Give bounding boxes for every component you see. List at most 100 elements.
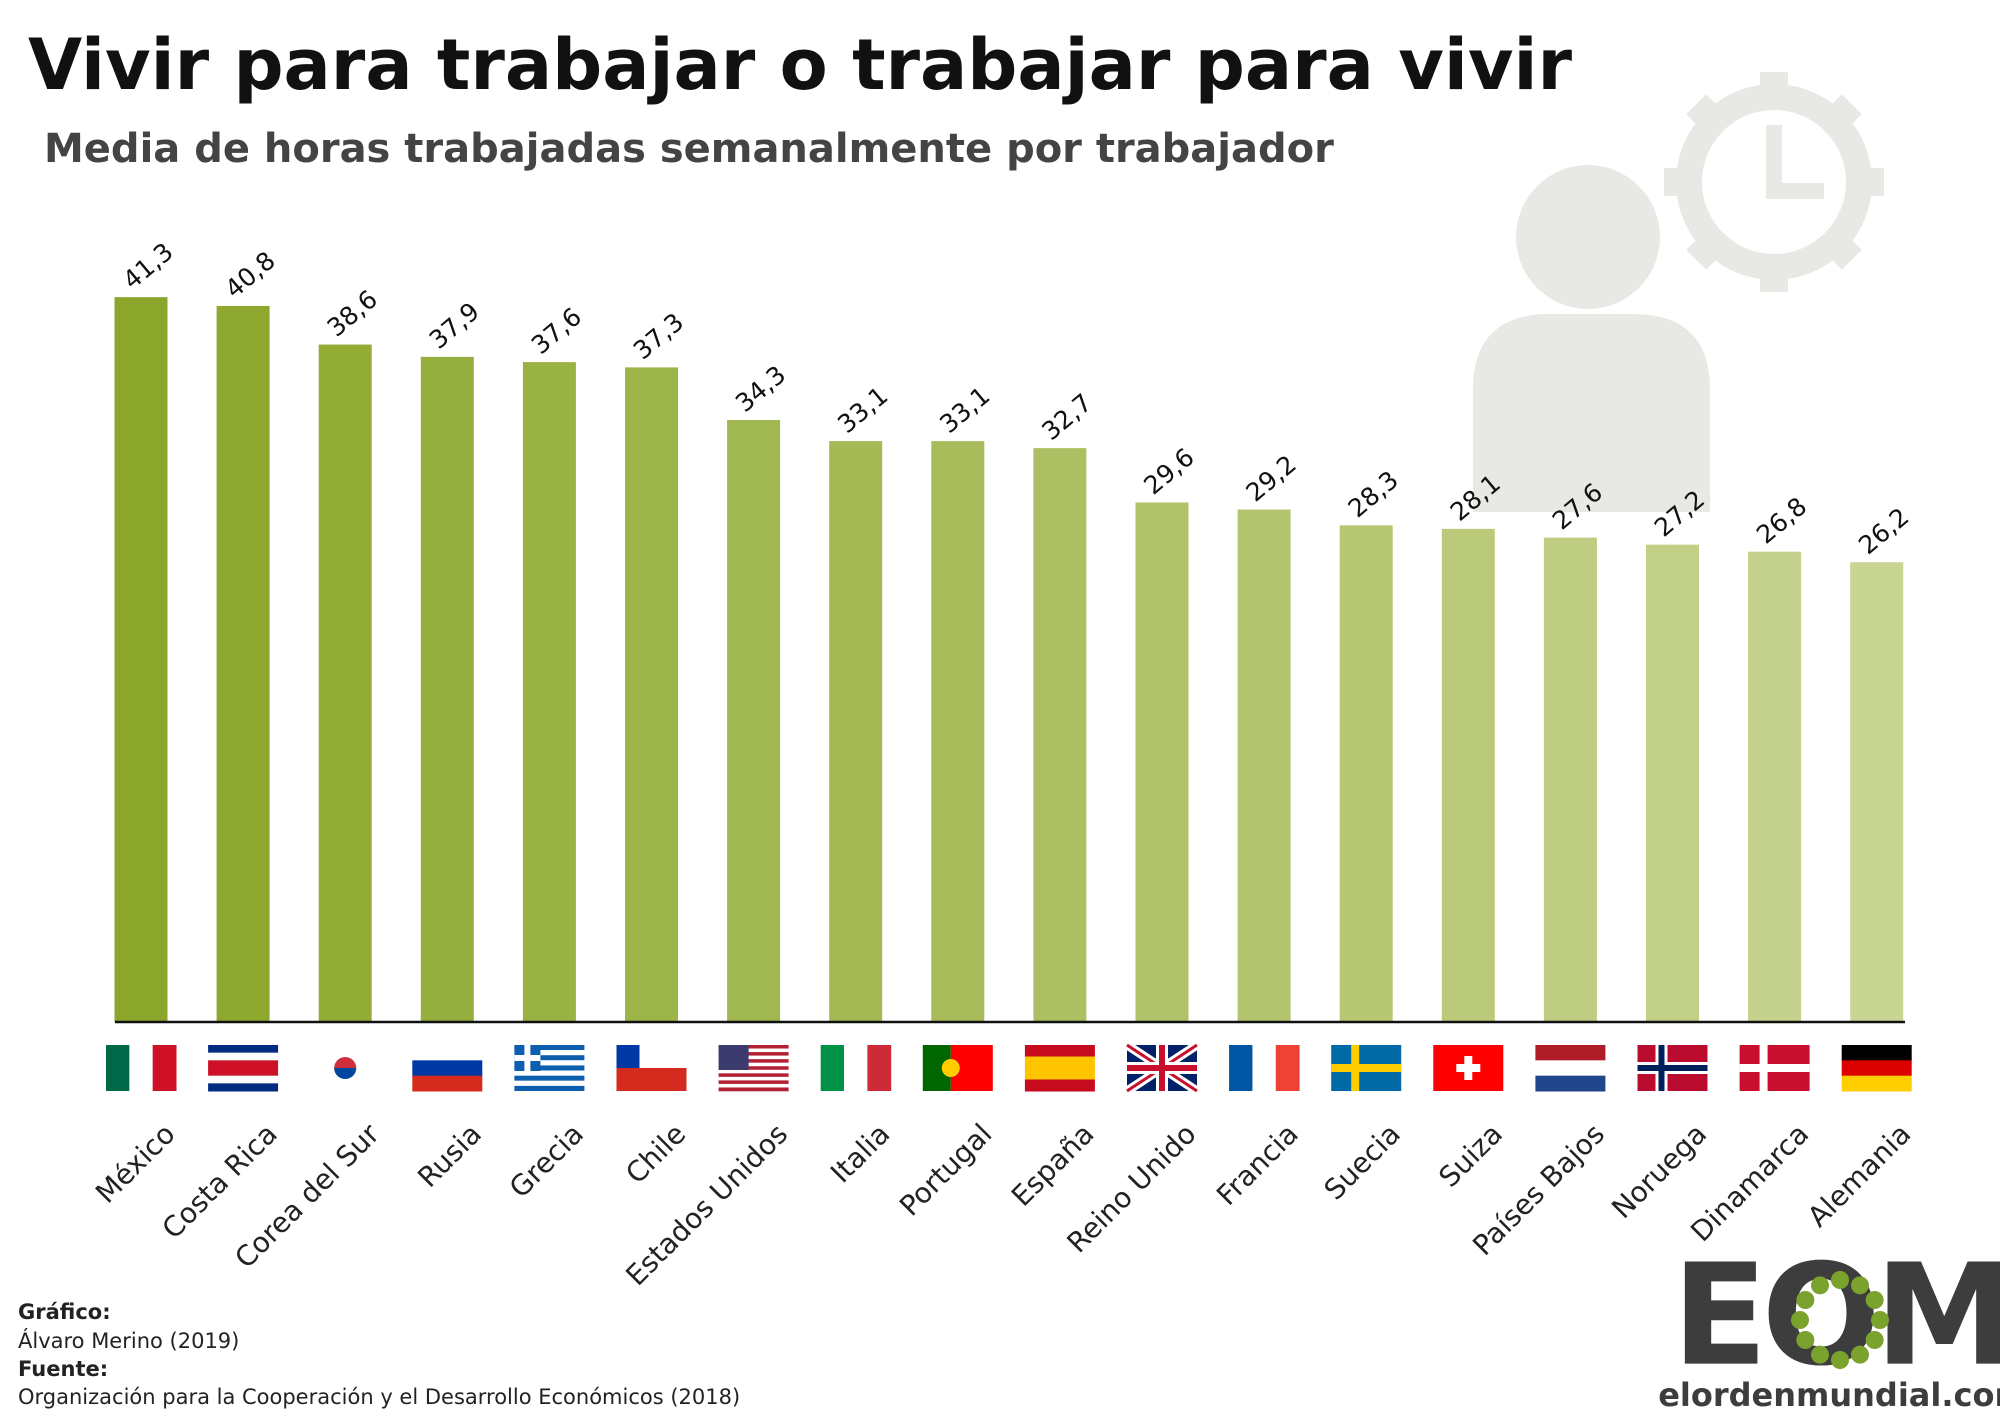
flag-part bbox=[1331, 1064, 1402, 1072]
flag-part bbox=[718, 1048, 789, 1053]
x-tick-label: Suecia bbox=[1318, 1117, 1407, 1206]
flag-part bbox=[718, 1069, 789, 1074]
flag bbox=[1229, 1045, 1300, 1091]
flag-part bbox=[1535, 1075, 1606, 1092]
flag-part bbox=[514, 1055, 585, 1061]
bar bbox=[216, 305, 270, 1023]
flag-part bbox=[514, 1075, 585, 1081]
logo-dot bbox=[1791, 1311, 1809, 1329]
flag-part bbox=[1229, 1045, 1253, 1091]
flag-part bbox=[1841, 1045, 1912, 1061]
x-tick-label: Portugal bbox=[893, 1117, 998, 1222]
credit-label: Gráfico: bbox=[18, 1300, 111, 1324]
bar bbox=[1748, 551, 1802, 1022]
flag bbox=[106, 1045, 177, 1091]
flag-part bbox=[718, 1076, 789, 1081]
chart-subtitle: Media de horas trabajadas semanalmente p… bbox=[44, 126, 1334, 172]
value-label: 41,3 bbox=[117, 237, 178, 295]
flag-part bbox=[718, 1080, 789, 1085]
flag-part bbox=[820, 1045, 845, 1091]
x-tick-label: Noruega bbox=[1605, 1117, 1713, 1225]
value-label: 33,1 bbox=[934, 381, 995, 439]
value-label: 37,9 bbox=[424, 297, 485, 355]
x-tick-label: Grecia bbox=[503, 1117, 590, 1204]
flag-part bbox=[208, 1052, 279, 1061]
value-label: 38,6 bbox=[322, 284, 383, 342]
flag-part bbox=[514, 1085, 585, 1091]
flag bbox=[616, 1045, 687, 1091]
logo-mark: EOM bbox=[1672, 1235, 2000, 1398]
logo-dot bbox=[1796, 1331, 1815, 1349]
flag-part bbox=[1024, 1079, 1095, 1092]
x-tick-label: Suiza bbox=[1432, 1117, 1508, 1193]
flag-part bbox=[718, 1055, 789, 1060]
bar bbox=[1850, 562, 1904, 1022]
chart-title: Vivir para trabajar o trabajar para vivi… bbox=[28, 24, 1572, 106]
logo-dot bbox=[1796, 1291, 1815, 1309]
flag-part bbox=[718, 1087, 789, 1092]
logo-dot bbox=[1871, 1311, 1889, 1329]
x-tick-label: Alemania bbox=[1801, 1117, 1917, 1233]
x-tick-label: México bbox=[89, 1117, 181, 1209]
bar bbox=[829, 441, 883, 1023]
x-tick-label: España bbox=[1005, 1117, 1101, 1213]
flag-part bbox=[514, 1060, 585, 1066]
flag-part bbox=[208, 1075, 279, 1084]
flag-part bbox=[1535, 1045, 1606, 1061]
logo-dot bbox=[1831, 1271, 1849, 1289]
flag-part bbox=[1841, 1075, 1912, 1092]
flag bbox=[1433, 1045, 1504, 1091]
value-label: 34,3 bbox=[730, 360, 791, 418]
value-label: 29,2 bbox=[1240, 449, 1301, 507]
flag-part bbox=[208, 1045, 279, 1054]
flag bbox=[208, 1045, 279, 1092]
flag-part bbox=[718, 1066, 789, 1071]
flag-part bbox=[208, 1068, 279, 1077]
bar bbox=[1646, 544, 1699, 1022]
flag bbox=[1841, 1045, 1912, 1092]
flag-part bbox=[718, 1073, 789, 1078]
flag bbox=[922, 1045, 993, 1091]
value-label: 26,8 bbox=[1751, 492, 1812, 550]
logo-site: elordenmundial.com bbox=[1658, 1376, 2000, 1413]
flag-part bbox=[412, 1045, 483, 1061]
bar bbox=[420, 356, 474, 1023]
flag-part bbox=[514, 1065, 585, 1071]
bar bbox=[1135, 502, 1189, 1022]
flag-part bbox=[1127, 1065, 1197, 1071]
bar bbox=[1441, 528, 1495, 1022]
flag-part bbox=[1252, 1045, 1277, 1091]
bar bbox=[727, 420, 781, 1022]
value-label: 37,3 bbox=[628, 307, 689, 365]
flag bbox=[1739, 1045, 1810, 1091]
flag-part bbox=[718, 1059, 789, 1063]
flag bbox=[1535, 1045, 1606, 1092]
flag-part bbox=[412, 1075, 483, 1092]
background-icon bbox=[1473, 72, 1884, 512]
x-tick-label: Italia bbox=[824, 1117, 896, 1189]
logo-dot bbox=[1811, 1345, 1829, 1364]
flag-part bbox=[514, 1050, 585, 1056]
flag bbox=[1637, 1045, 1708, 1091]
value-label: 37,6 bbox=[526, 302, 587, 360]
x-tick-label: Chile bbox=[619, 1117, 692, 1190]
x-tick-label: Francia bbox=[1210, 1117, 1305, 1212]
flag-part bbox=[514, 1080, 585, 1086]
flag-part bbox=[334, 1068, 357, 1079]
logo-dots bbox=[1791, 1271, 1889, 1369]
bar bbox=[522, 362, 576, 1022]
flag-part bbox=[1024, 1068, 1095, 1080]
x-tick-label: Rusia bbox=[411, 1117, 488, 1194]
value-label: 29,6 bbox=[1138, 442, 1199, 500]
value-label: 32,7 bbox=[1036, 388, 1097, 446]
source: Organización para la Cooperación y el De… bbox=[18, 1385, 740, 1409]
flag-part bbox=[718, 1045, 789, 1049]
flag-part bbox=[1456, 1064, 1481, 1072]
flag-part bbox=[718, 1045, 749, 1070]
flag bbox=[718, 1045, 789, 1092]
flag-part bbox=[152, 1045, 177, 1091]
flag-part bbox=[514, 1070, 585, 1076]
bar bbox=[1339, 525, 1393, 1022]
flag-part bbox=[129, 1045, 154, 1091]
flag-part bbox=[1024, 1056, 1095, 1069]
